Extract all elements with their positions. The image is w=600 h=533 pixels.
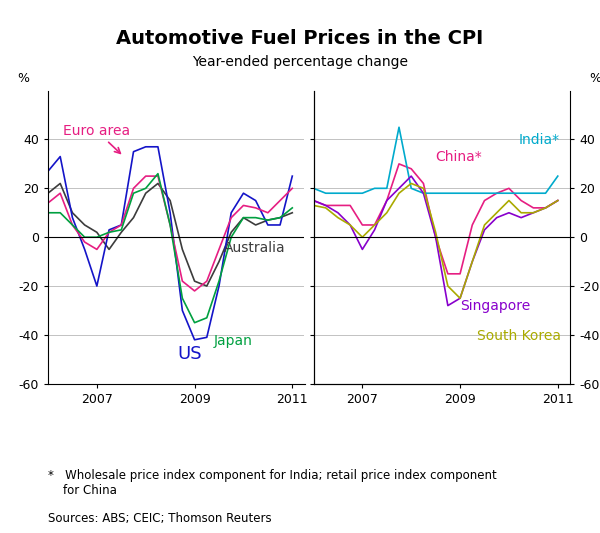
Text: Australia: Australia	[224, 241, 286, 255]
Text: South Korea: South Korea	[477, 329, 561, 343]
Text: *   Wholesale price index component for India; retail price index component
    : * Wholesale price index component for In…	[48, 469, 497, 497]
Text: US: US	[178, 345, 202, 364]
Text: %: %	[589, 72, 600, 85]
Text: Sources: ABS; CEIC; Thomson Reuters: Sources: ABS; CEIC; Thomson Reuters	[48, 512, 272, 524]
Text: Automotive Fuel Prices in the CPI: Automotive Fuel Prices in the CPI	[116, 29, 484, 48]
Text: %: %	[17, 72, 29, 85]
Text: Year-ended percentage change: Year-ended percentage change	[192, 55, 408, 69]
Text: China*: China*	[436, 150, 482, 165]
Text: Singapore: Singapore	[460, 300, 530, 313]
Text: India*: India*	[518, 133, 560, 147]
Text: Japan: Japan	[214, 334, 253, 348]
Text: Euro area: Euro area	[62, 124, 130, 154]
